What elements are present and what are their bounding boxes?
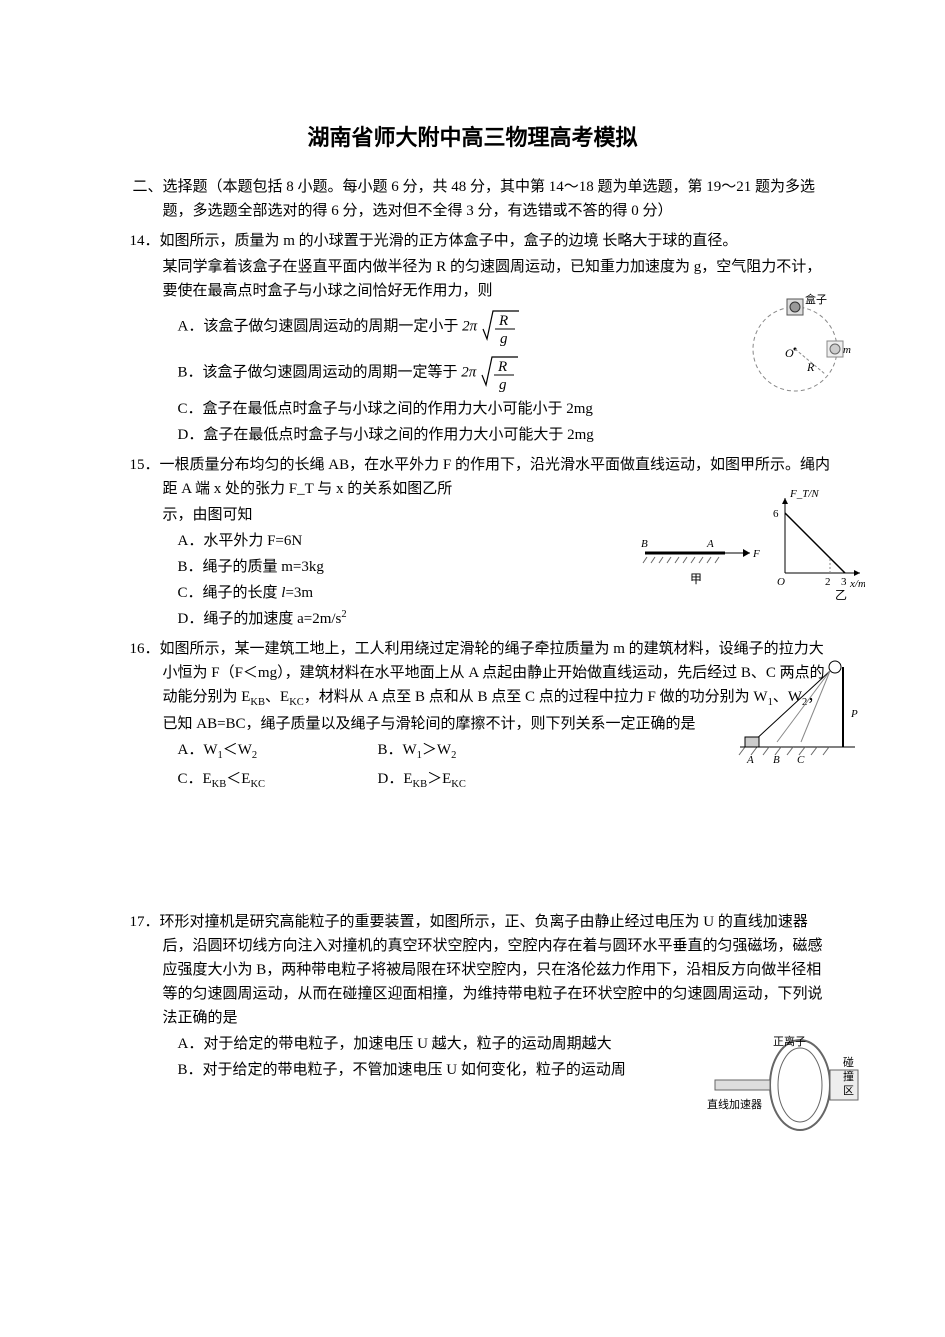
q15-label-F: F <box>752 548 760 560</box>
q14-num: 14． <box>130 233 160 249</box>
q15-xval1: 2 <box>825 576 831 588</box>
label-R: R <box>806 360 815 374</box>
q17-l3-b: 撞 <box>843 1069 854 1083</box>
q17-stem: 17．环形对撞机是研究高能粒子的重要装置，如图所示，正、负离子由静止经过电压为 … <box>110 910 835 1030</box>
q14-figure-icon: O R m 盒子 <box>725 289 865 409</box>
q17-l3-c: 区 <box>843 1085 854 1097</box>
q15-yval: 6 <box>773 508 779 520</box>
q16-num: 16． <box>130 641 160 657</box>
svg-text:g: g <box>500 331 508 347</box>
q17-l1: 正离子 <box>773 1034 806 1048</box>
q15-label-O: O <box>777 576 785 588</box>
q14-opt-a-text: A．该盒子做匀速圆周运动的周期一定小于 <box>178 319 463 335</box>
label-box: 盒子 <box>805 292 827 306</box>
q15-xval2: 3 <box>841 576 847 588</box>
q17-num: 17． <box>130 914 160 930</box>
q17-l2: 直线加速器 <box>707 1097 762 1111</box>
q17-figure-icon: 正离子 直线加速器 碰 撞 区 <box>705 1030 865 1140</box>
q15-figure-icon: B A F 甲 6 2 3 O F_T/N x/m 乙 <box>635 483 865 603</box>
q15-ylabel: F_T/N <box>789 488 819 500</box>
q16-A: A <box>746 754 754 766</box>
q16-stem: 16．如图所示，某一建筑工地上，工人利用绕过定滑轮的绳子牵拉质量为 m 的建筑材… <box>110 637 835 736</box>
svg-text:g: g <box>499 377 507 393</box>
q16-C: C <box>797 754 805 766</box>
svg-text:R: R <box>497 359 507 375</box>
q15-xlabel: x/m <box>849 578 865 590</box>
q16-opt-a: A．W1＜W2 <box>178 738 378 765</box>
q14-stem: 14．如图所示，质量为 m 的小球置于光滑的正方体盒子中，盒子的边境 长略大于球… <box>110 229 835 253</box>
q15-label-B: B <box>641 538 648 550</box>
section-instructions: 二、选择题（本题包括 8 小题。每小题 6 分，共 48 分，其中第 14～18… <box>110 175 835 223</box>
q15-num: 15． <box>130 457 160 473</box>
question-16: A B C P 16．如图所示，某一建筑工地上，工人利用绕过定滑轮的绳子牵拉质量… <box>110 637 835 793</box>
q16-figure-icon: A B C P <box>735 647 865 767</box>
q16-opt-c: C．EKB＜EKC <box>178 767 378 794</box>
q14-opt-d: D．盒子在最低点时盒子与小球之间的作用力大小可能大于 2mg <box>110 423 835 447</box>
svg-text:R: R <box>498 313 508 329</box>
q14-opt-b-text: B．该盒子做匀速圆周运动的周期一定等于 <box>178 365 462 381</box>
q16-stem-main: 如图所示，某一建筑工地上，工人利用绕过定滑轮的绳子牵拉质量为 m 的建筑材料，设… <box>160 641 825 732</box>
question-14: O R m 盒子 14．如图所示，质量为 m 的小球置于光滑的正方体盒子中，盒子… <box>110 229 835 447</box>
q17-stem-text: 环形对撞机是研究高能粒子的重要装置，如图所示，正、负离子由静止经过电压为 U 的… <box>160 914 823 1026</box>
q15-label-yi: 乙 <box>835 588 847 602</box>
q17-l3-a: 碰 <box>843 1056 854 1069</box>
q16-P: P <box>850 708 858 720</box>
question-15: B A F 甲 6 2 3 O F_T/N x/m 乙 15．一根质量分布均匀的… <box>110 453 835 631</box>
q14-stem1: 如图所示，质量为 m 的小球置于光滑的正方体盒子中，盒子的边境 长略大于球的直径… <box>160 233 738 249</box>
q15-label-A: A <box>706 538 714 550</box>
page-title: 湖南省师大附中高三物理高考模拟 <box>110 120 835 155</box>
q16-opt-b: B．W1＞W2 <box>378 738 578 765</box>
q16-B: B <box>773 754 780 766</box>
q16-opt-d: D．EKB＞EKC <box>378 767 578 794</box>
question-17: 正离子 直线加速器 碰 撞 区 17．环形对撞机是研究高能粒子的重要装置，如图所… <box>110 910 835 1082</box>
label-O: O <box>785 346 794 360</box>
label-m: m <box>843 344 851 356</box>
q15-label-jia: 甲 <box>690 572 702 586</box>
